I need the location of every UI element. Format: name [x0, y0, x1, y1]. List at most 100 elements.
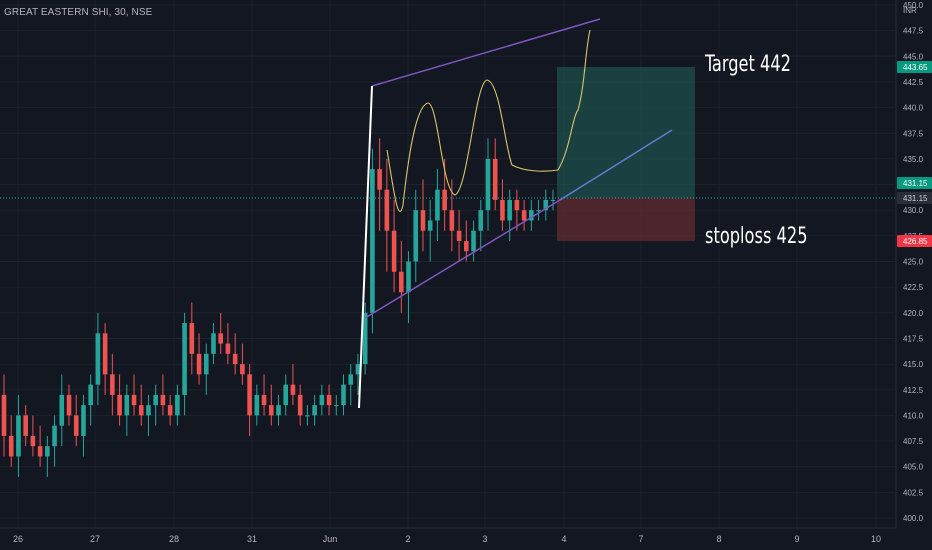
time-tick-label: 10 — [871, 534, 881, 544]
candle-body — [276, 405, 281, 416]
time-tick-label: 27 — [90, 534, 100, 544]
candle-body — [153, 394, 158, 406]
price-tick-label: 417.5 — [903, 334, 924, 343]
candle-body — [370, 169, 375, 313]
time-tick-label: 9 — [794, 534, 799, 544]
candle-body — [536, 210, 541, 212]
candle-body — [146, 405, 151, 416]
price-tick-label: 447.5 — [903, 27, 924, 36]
candle-body — [131, 394, 137, 406]
candle-body — [406, 261, 411, 293]
price-axis-bg — [896, 0, 932, 528]
candle-body — [268, 405, 274, 416]
candle-body — [507, 199, 512, 221]
candle-body — [52, 425, 57, 447]
candle-body — [449, 210, 455, 231]
time-axis[interactable]: 26 27 28 31 Jun 2 3 4 7 8 9 10 — [0, 527, 932, 550]
candle-body — [464, 240, 469, 252]
time-tick-label: 8 — [716, 534, 721, 544]
time-tick-label: 3 — [482, 534, 487, 544]
candle-body — [391, 230, 397, 272]
time-tick-label: 28 — [169, 534, 179, 544]
candle-body — [355, 364, 361, 375]
channel-lower-line — [364, 199, 561, 319]
candle-body — [442, 189, 447, 211]
channel-upper-line — [371, 18, 601, 87]
candle-body — [138, 405, 144, 416]
candle-body — [254, 394, 260, 416]
candle-body — [59, 394, 65, 426]
candle-body — [73, 415, 79, 436]
candle-body — [102, 333, 108, 375]
candle-body — [175, 394, 180, 416]
candle-body — [471, 230, 476, 252]
price-tick-label: 442.5 — [903, 78, 924, 87]
candle-body — [167, 405, 173, 416]
time-tick-label: Jun — [323, 534, 338, 544]
candle-body — [240, 364, 245, 375]
time-tick-label: 7 — [638, 534, 643, 544]
candle-body — [196, 353, 202, 375]
trend-line — [559, 129, 673, 201]
time-tick-label: 31 — [247, 534, 257, 544]
candle-body — [95, 333, 101, 385]
price-tick-label: 420.0 — [903, 309, 924, 318]
target-price-badge-bg — [897, 61, 932, 73]
candle-body — [211, 333, 216, 354]
candle-body — [384, 189, 390, 231]
candle-body — [478, 210, 484, 231]
target-zone — [557, 67, 695, 198]
price-tick-label: 445.0 — [903, 52, 924, 61]
candle-body — [420, 210, 426, 231]
candle-body — [543, 199, 549, 211]
price-tick-label: 425.0 — [903, 258, 924, 267]
candle-body — [110, 374, 115, 395]
candle-body — [160, 394, 166, 406]
candle-body — [312, 405, 317, 416]
current-price-badge: 431.15 — [903, 179, 928, 188]
price-axis[interactable]: 400.0 402.5 405.0 407.5 410.0 412.5 415.0 417.5… — [895, 0, 932, 528]
symbol-title: GREAT EASTERN SHI, 30, NSE — [4, 7, 153, 18]
stop-price-badge: 426.85 — [903, 237, 928, 246]
candle-body — [117, 394, 122, 416]
candle-body — [290, 384, 296, 395]
candle-body — [225, 343, 231, 354]
price-tick-label: 415.0 — [903, 360, 924, 369]
target-price-badge: 443.65 — [903, 63, 928, 72]
candle-body — [485, 158, 491, 211]
currency-label: INR — [903, 6, 917, 15]
candle-body — [427, 220, 433, 231]
candle-body — [348, 374, 354, 385]
candle-body — [297, 394, 303, 416]
candle-body — [247, 374, 252, 416]
candle-body — [189, 323, 195, 354]
price-tick-label: 400.0 — [903, 514, 924, 523]
candle-body — [23, 415, 28, 436]
candle-body — [45, 446, 50, 457]
stop-zone — [557, 198, 695, 241]
candle-body — [66, 394, 72, 416]
impulse-line — [358, 85, 373, 409]
price-tick-label: 422.5 — [903, 283, 924, 292]
candle-body — [362, 312, 368, 365]
current-price-badge-2-bg — [897, 192, 932, 204]
candle-body — [124, 394, 130, 416]
candles — [1, 138, 556, 477]
candle-body — [319, 394, 325, 406]
current-price-badge-bg — [897, 177, 932, 189]
candle-body — [456, 230, 462, 241]
price-tick-label: 435.0 — [903, 155, 924, 164]
chart-grid — [0, 0, 895, 528]
candle-body — [341, 384, 346, 406]
price-tick-label: 437.5 — [903, 129, 924, 138]
candle-body — [261, 394, 267, 406]
candle-body — [16, 415, 21, 457]
candle-body — [88, 384, 93, 406]
current-price-badge-2: 431.15 — [903, 194, 928, 203]
candle-body — [218, 333, 224, 344]
candle-body — [203, 353, 209, 375]
candle-body — [492, 158, 498, 200]
candle-body — [529, 210, 534, 221]
time-tick-label: 4 — [561, 534, 566, 544]
